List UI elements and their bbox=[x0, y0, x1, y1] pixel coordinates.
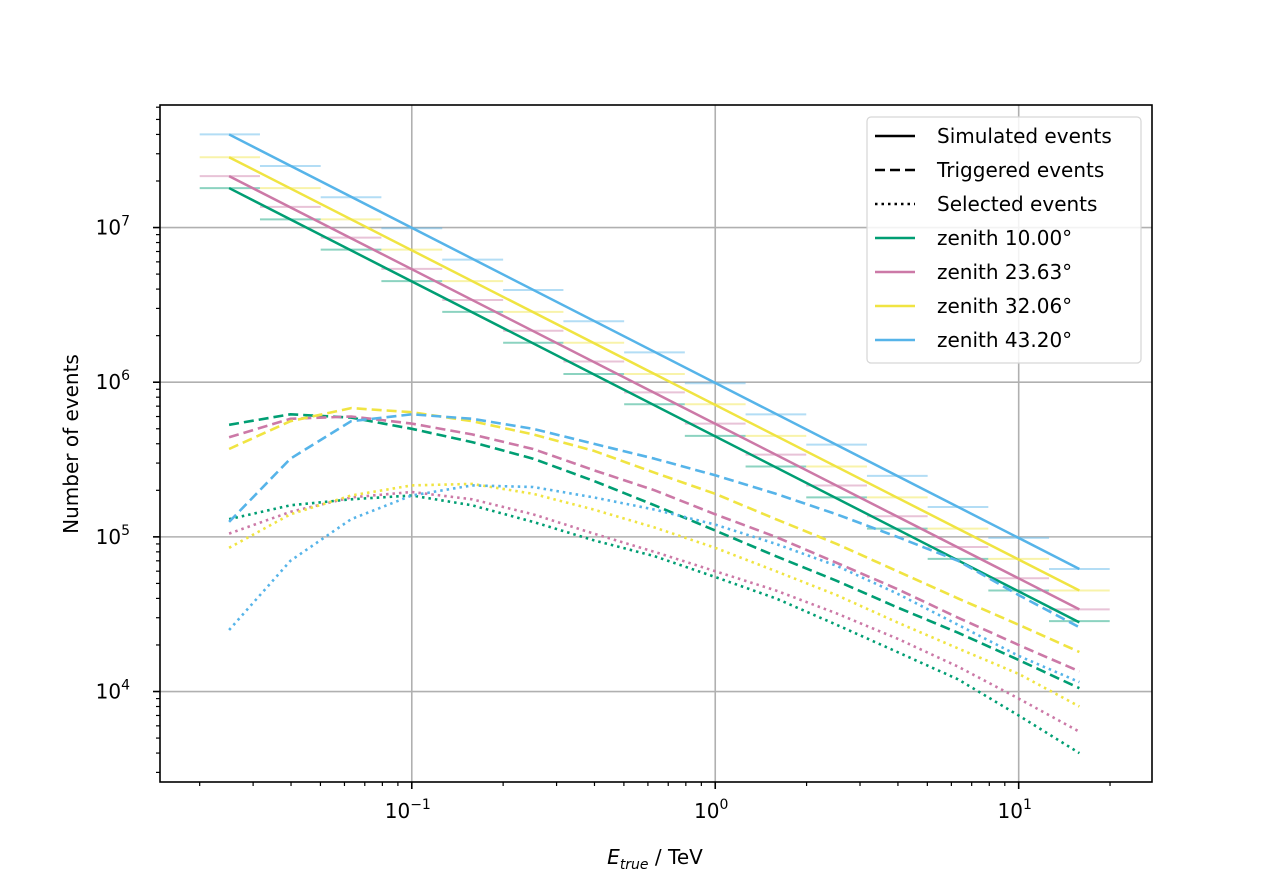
x-tick-exp: −1 bbox=[410, 797, 431, 813]
x-tick-base: 10 bbox=[385, 799, 410, 823]
legend-box bbox=[866, 116, 1142, 364]
triggered-line-2 bbox=[228, 406, 1080, 654]
selected-line-3 bbox=[228, 484, 1080, 684]
simulated-line-2 bbox=[228, 156, 1080, 592]
triggered-line-1 bbox=[228, 415, 1080, 673]
simulated-line-0 bbox=[228, 186, 1080, 624]
triggered-line-3 bbox=[228, 412, 1081, 629]
x-axis-label-sub: true bbox=[620, 857, 649, 873]
x-tick-base: 10 bbox=[997, 799, 1022, 823]
x-tick-base: 10 bbox=[694, 799, 719, 823]
selected-line-2 bbox=[228, 482, 1081, 708]
y-tick-exp: 5 bbox=[121, 523, 130, 539]
y-tick-label-2: 106 bbox=[96, 368, 130, 394]
y-tick-exp: 6 bbox=[121, 368, 130, 384]
x-tick-exp: 1 bbox=[1023, 797, 1032, 813]
legend-color-0-label: zenith 10.00° bbox=[937, 226, 1072, 250]
x-tick-exp: 0 bbox=[719, 797, 728, 813]
plot-area bbox=[199, 133, 1110, 755]
x-axis-label-unit: / TeV bbox=[649, 845, 704, 869]
legend-color-2-label: zenith 32.06° bbox=[937, 294, 1072, 318]
x-tick-label-2: 101 bbox=[997, 797, 1031, 823]
x-tick-label-1: 100 bbox=[694, 797, 728, 823]
y-tick-label-3: 107 bbox=[96, 214, 130, 240]
legend-style-0-label: Simulated events bbox=[937, 124, 1112, 148]
simulated-line-3 bbox=[228, 133, 1080, 571]
legend-style-1-label: Triggered events bbox=[936, 158, 1104, 182]
x-axis-label: Etrue / TeV bbox=[607, 845, 703, 873]
legend-color-1-label: zenith 23.63° bbox=[937, 260, 1072, 284]
y-tick-label-0: 104 bbox=[96, 678, 130, 704]
y-tick-label-1: 105 bbox=[96, 523, 130, 549]
simulated-line-1 bbox=[228, 175, 1080, 611]
legend-color-3-label: zenith 43.20° bbox=[937, 328, 1072, 352]
y-axis-label: Number of events bbox=[59, 354, 83, 534]
y-tick-base: 10 bbox=[96, 370, 121, 394]
legend-style-2-label: Selected events bbox=[937, 192, 1097, 216]
y-tick-base: 10 bbox=[96, 525, 121, 549]
selected-line-1 bbox=[228, 490, 1081, 733]
y-tick-exp: 4 bbox=[121, 678, 130, 694]
triggered-line-0 bbox=[228, 412, 1080, 690]
selected-line-0 bbox=[228, 494, 1081, 755]
x-axis-label-main: E bbox=[607, 845, 620, 869]
y-tick-base: 10 bbox=[96, 216, 121, 240]
y-tick-base: 10 bbox=[96, 680, 121, 704]
legend: Simulated events Triggered events Selected… bbox=[866, 116, 1142, 364]
x-tick-label-0: 10−1 bbox=[385, 797, 431, 823]
y-tick-exp: 7 bbox=[121, 214, 130, 230]
